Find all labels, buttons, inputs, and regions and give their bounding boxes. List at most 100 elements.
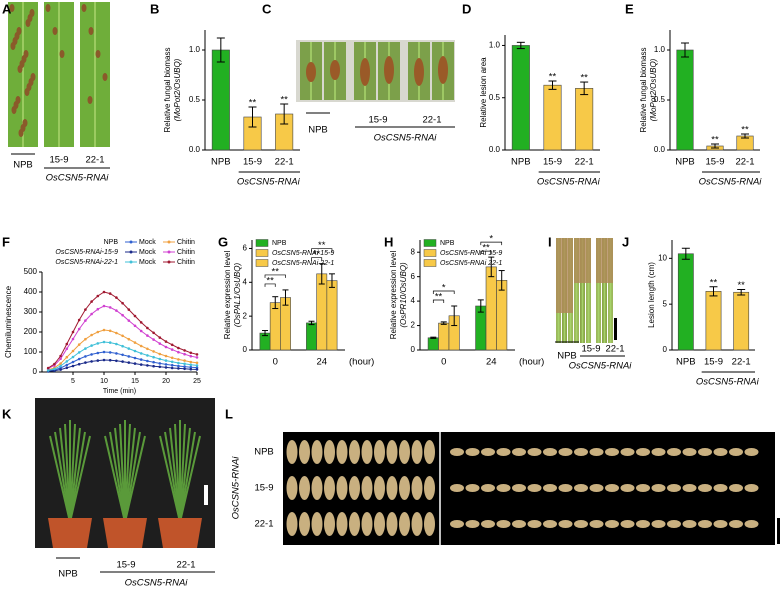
bar	[511, 45, 530, 151]
seed	[399, 440, 410, 464]
point	[65, 360, 69, 363]
seed	[411, 512, 423, 536]
y-tick-label: 0	[33, 367, 38, 376]
y-tick-label: 0.5	[654, 95, 666, 104]
legend-label: Mock	[139, 239, 156, 246]
photo-label: 22-1	[422, 115, 441, 126]
bar	[269, 302, 281, 351]
point	[139, 363, 143, 366]
point	[102, 340, 106, 344]
legend-row-label: NPB	[104, 239, 119, 246]
leaf-vein	[603, 238, 606, 343]
point	[96, 342, 100, 345]
error-bar	[328, 273, 335, 288]
legend-label: Mock	[139, 249, 156, 256]
photo-label: 15-9	[368, 115, 387, 126]
point	[121, 360, 124, 363]
seed	[558, 448, 573, 456]
point	[164, 345, 168, 349]
group-label: OsCSN5-RNAi	[569, 361, 633, 372]
y-tick-label: 4	[411, 296, 416, 305]
point	[133, 356, 137, 360]
seed	[481, 520, 495, 528]
legend-swatch	[423, 259, 437, 267]
point	[139, 352, 143, 355]
point	[115, 359, 118, 363]
seed	[605, 448, 619, 456]
seed	[374, 440, 385, 464]
lesion	[95, 50, 101, 58]
lesion	[52, 27, 58, 35]
point	[102, 290, 106, 294]
point	[189, 367, 193, 371]
point	[84, 308, 87, 311]
error-bar	[430, 336, 437, 339]
point	[46, 366, 50, 370]
seed	[527, 448, 542, 456]
bar	[705, 291, 722, 351]
point	[177, 346, 180, 350]
pot	[158, 518, 202, 548]
seed	[311, 476, 323, 500]
x-tick-label: 24	[486, 357, 497, 368]
bar	[676, 49, 694, 151]
leaf-vein	[94, 2, 96, 147]
y-tick-label: 0.0	[189, 145, 201, 154]
scale-bar	[614, 318, 617, 340]
seed	[336, 440, 348, 464]
bar	[485, 266, 497, 351]
point	[84, 355, 87, 358]
seed	[411, 476, 423, 500]
y-tick-label: 2	[243, 311, 248, 320]
seed	[682, 484, 697, 492]
bar	[677, 253, 694, 351]
group-label: OsCSN5-RNAi	[696, 377, 760, 388]
x-tick-label: 0	[273, 357, 278, 368]
point	[90, 353, 93, 356]
seed	[589, 520, 604, 528]
point	[96, 330, 100, 334]
point	[102, 350, 106, 354]
legend-label: Chitin	[177, 259, 195, 266]
panel-letter: D	[462, 1, 471, 16]
legend-swatch	[255, 239, 269, 247]
point	[59, 368, 62, 371]
lesion	[360, 58, 370, 86]
significance-bracket	[264, 274, 286, 278]
seed	[636, 520, 650, 528]
y-axis-label: (MoPot2/OsUBQ)	[649, 58, 658, 121]
point	[84, 319, 87, 322]
bar	[575, 88, 594, 151]
point	[158, 362, 162, 365]
x-tick-label: 5	[71, 378, 75, 385]
lesion	[59, 50, 65, 58]
error-bar	[516, 41, 525, 50]
point	[59, 357, 62, 361]
lesion-tip	[574, 238, 591, 283]
significance: *	[489, 234, 493, 245]
pot	[103, 518, 147, 548]
y-tick-label: 2	[411, 321, 416, 330]
point	[53, 369, 56, 373]
scale-bar	[204, 485, 208, 505]
seed	[698, 520, 712, 528]
legend-label: NPB	[272, 240, 287, 247]
seed	[605, 520, 619, 528]
point	[133, 324, 137, 328]
error-bar	[580, 81, 589, 96]
seed	[299, 476, 310, 500]
photo-label: 22-1	[85, 155, 104, 166]
legend-label: Mock	[139, 259, 156, 266]
point	[170, 360, 174, 364]
seed	[558, 484, 573, 492]
point	[108, 306, 112, 309]
leaf-vein	[597, 238, 600, 343]
photo-label: 15-9	[49, 155, 68, 166]
point	[121, 353, 124, 357]
lesion	[306, 62, 316, 82]
lesion	[88, 27, 94, 35]
seed	[698, 448, 712, 456]
point	[90, 312, 93, 316]
point	[65, 342, 69, 346]
